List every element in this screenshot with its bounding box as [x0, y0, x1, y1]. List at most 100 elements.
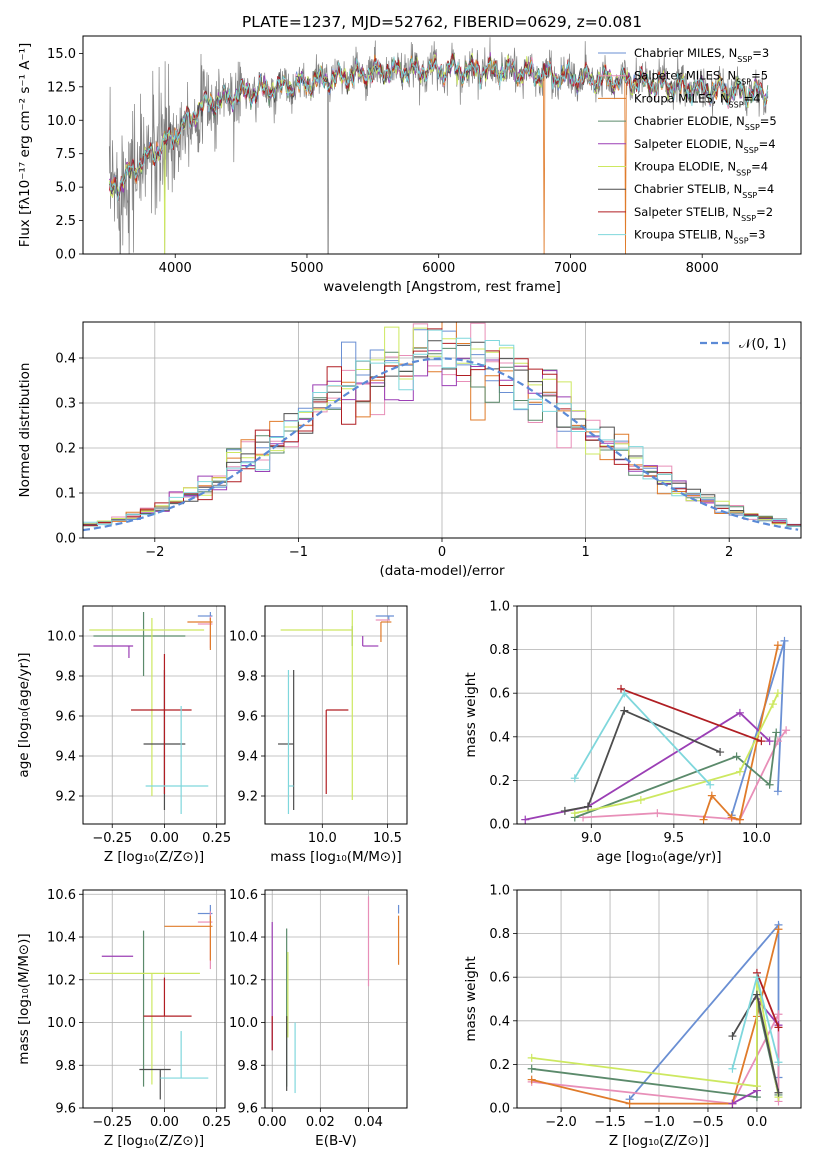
- y-tick-label: 2.5: [55, 214, 76, 229]
- legend-name: Salpeter STELIB, N: [634, 205, 741, 219]
- weight-marker: [732, 752, 741, 761]
- weight-series-6: [564, 709, 721, 812]
- data-point: [164, 915, 213, 961]
- weight-series-4: [731, 996, 780, 1105]
- legend-suffix: =4: [759, 137, 776, 151]
- weight-marker: [765, 780, 774, 789]
- data-point: [93, 612, 186, 676]
- y-axis-label: mass weight: [463, 956, 479, 1041]
- weight-marker: [765, 737, 774, 746]
- plot-area: [521, 636, 791, 824]
- weight-marker: [757, 737, 766, 746]
- y-tick-label: 10.4: [47, 931, 76, 946]
- weight-marker: [527, 1075, 536, 1084]
- data-point: [380, 621, 392, 642]
- weight-marker: [735, 815, 744, 824]
- weight-marker: [768, 700, 777, 709]
- y-tick-label: 9.2: [55, 790, 76, 805]
- weight-marker: [699, 815, 708, 824]
- legend-name: Kroupa STELIB, N: [634, 228, 734, 242]
- y-tick-label: 0.6: [489, 687, 510, 702]
- x-tick-label: −0.25: [92, 1115, 132, 1130]
- x-tick-label: −2.0: [545, 1115, 577, 1130]
- x-tick-label: 0.02: [306, 1115, 335, 1130]
- weight-series-3: [531, 998, 780, 1099]
- weight-marker: [560, 806, 569, 815]
- x-axis-label: Z [log₁₀(Z/Z⊙)]: [609, 1133, 709, 1149]
- weight-series-5: [531, 977, 780, 1098]
- x-tick-label: 10.0: [742, 831, 771, 846]
- y-tick-label: 0.2: [55, 442, 76, 457]
- legend-entry: Chabrier MILES, NSSP=3: [634, 46, 769, 64]
- legend-entry: Chabrier ELODIE, NSSP=5: [634, 114, 777, 132]
- y-tick-label: 9.8: [237, 670, 258, 685]
- x-tick-label: 0.0: [747, 1115, 768, 1130]
- y-tick-label: 7.5: [55, 147, 76, 162]
- x-tick-label: 0: [438, 545, 446, 560]
- x-tick-label: 6000: [422, 261, 455, 276]
- legend-sub: SSP: [729, 100, 744, 109]
- y-axis-label: Normed distribution: [17, 363, 33, 498]
- x-tick-label: −1.0: [643, 1115, 675, 1130]
- y-axis-label: mass weight: [463, 672, 479, 757]
- data-point: [287, 670, 294, 814]
- panel-residuals: −2 −1 0 1 2 0.0 0.1 0.2 0.3 0.4 (data-model)/error…: [17, 321, 802, 579]
- legend-suffix: =3: [752, 46, 769, 60]
- legend-name: Chabrier MILES, N: [634, 46, 737, 60]
- data-point: [89, 972, 200, 1085]
- legend-suffix: =4: [744, 91, 761, 105]
- x-tick-label: 7000: [554, 261, 587, 276]
- weight-marker: [620, 706, 629, 715]
- legend-sub: SSP: [744, 145, 759, 154]
- y-tick-label: 0.3: [55, 397, 76, 412]
- weight-marker: [716, 748, 725, 757]
- y-tick-label: 0.0: [489, 1102, 510, 1117]
- legend-name: Kroupa ELODIE, N: [634, 160, 736, 174]
- weight-marker: [752, 990, 761, 999]
- x-axis-label: (data-model)/error: [379, 563, 505, 579]
- y-tick-label: 10.2: [229, 973, 258, 988]
- plot-area: [271, 896, 400, 1094]
- weight-marker: [706, 780, 715, 789]
- x-tick-label: 9.0: [581, 831, 602, 846]
- y-tick-label: 9.6: [55, 1102, 76, 1117]
- legend-suffix: =2: [756, 205, 773, 219]
- plot-area: [89, 904, 213, 1100]
- weight-marker: [774, 1058, 783, 1067]
- y-tick-label: 15.0: [47, 47, 76, 62]
- legend-suffix: =4: [757, 182, 774, 196]
- legend-entry: Salpeter ELODIE, NSSP=4: [634, 137, 776, 155]
- data-point: [362, 636, 379, 647]
- axes-frame: [82, 35, 802, 255]
- legend-suffix: =4: [751, 160, 768, 174]
- legend-sub: SSP: [734, 236, 749, 245]
- weight-marker: [773, 787, 782, 796]
- axes-frame: [82, 321, 802, 539]
- data-point: [187, 618, 213, 650]
- x-tick-label: 8000: [686, 261, 719, 276]
- data-point: [325, 709, 349, 794]
- data-point: [139, 1068, 171, 1100]
- data-point: [160, 1031, 209, 1079]
- legend-entry: Kroupa STELIB, NSSP=3: [634, 228, 765, 246]
- y-tick-label: 9.8: [55, 670, 76, 685]
- weight-series-4: [525, 711, 771, 821]
- y-tick-label: 0.6: [489, 971, 510, 986]
- y-tick-label: 0.0: [55, 532, 76, 547]
- legend-entry: Chabrier STELIB, NSSP=4: [634, 182, 774, 200]
- data-point: [375, 615, 394, 620]
- panel-age_vs_mass: 10.0 10.5 9.2 9.4 9.6 9.8 10.0 mass [log₁₀(M/M⊙…: [229, 605, 408, 865]
- y-tick-label: 9.4: [55, 750, 76, 765]
- weight-marker: [570, 809, 579, 818]
- weight-marker: [735, 708, 744, 717]
- axes-frame: [264, 605, 408, 825]
- weight-marker: [527, 1064, 536, 1073]
- weight-marker: [728, 1032, 737, 1041]
- panel-age_vs_Z: −0.25 0.00 0.25 9.2 9.4 9.6 9.8 10.0 Z [log₁₀(Z/…: [16, 605, 231, 865]
- model-spectrum-8: [109, 56, 769, 202]
- legend-sub: SSP: [736, 168, 751, 177]
- y-tick-label: 0.2: [489, 774, 510, 789]
- y-tick-label: 10.0: [47, 630, 76, 645]
- x-tick-label: 4000: [159, 261, 192, 276]
